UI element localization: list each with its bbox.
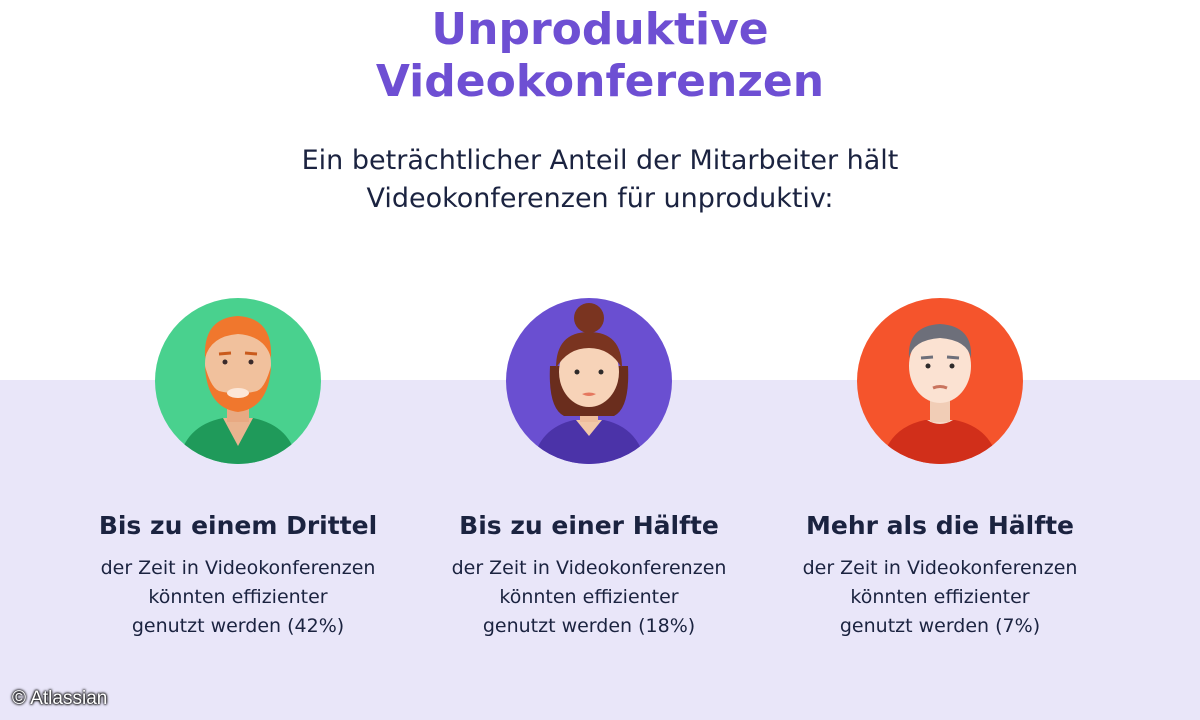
- title-line-2: Videokonferenzen: [375, 56, 825, 107]
- stat-column-2: Bis zu einer Hälfte der Zeit in Videokon…: [419, 296, 759, 641]
- stat-description-line: der Zeit in Videokonferenzen: [100, 557, 376, 579]
- stat-description-line: genutzt werden (7%): [839, 615, 1041, 637]
- subtitle-line-1: Ein beträchtlicher Anteil der Mitarbeite…: [301, 145, 899, 176]
- stat-heading: Mehr als die Hälfte: [806, 511, 1074, 540]
- stat-heading: Bis zu einem Drittel: [98, 511, 378, 540]
- title-line-1: Unproduktive: [431, 4, 769, 55]
- stat-description-line: der Zeit in Videokonferenzen: [451, 557, 727, 579]
- bearded-man-avatar-icon: [153, 296, 323, 466]
- stat-description-line: genutzt werden (42%): [131, 615, 345, 637]
- woman-avatar-icon: [504, 296, 674, 466]
- stat-description-line: könnten effizienter: [850, 586, 1030, 608]
- stat-heading: Bis zu einer Hälfte: [459, 511, 719, 540]
- stat-description-line: der Zeit in Videokonferenzen: [802, 557, 1078, 579]
- stat-description-line: könnten effizienter: [148, 586, 328, 608]
- copyright-credit: © Atlassian: [12, 688, 108, 709]
- stat-description: der Zeit in Videokonferenzen könnten eff…: [770, 554, 1110, 641]
- man-avatar-icon: [855, 296, 1025, 466]
- stat-description: der Zeit in Videokonferenzen könnten eff…: [68, 554, 408, 641]
- page-subtitle: Ein beträchtlicher Anteil der Mitarbeite…: [0, 142, 1200, 218]
- stat-column-1: Bis zu einem Drittel der Zeit in Videoko…: [68, 296, 408, 641]
- stat-description-line: könnten effizienter: [499, 586, 679, 608]
- subtitle-line-2: Videokonferenzen für unproduktiv:: [366, 183, 834, 214]
- stat-column-3: Mehr als die Hälfte der Zeit in Videokon…: [770, 296, 1110, 641]
- stat-description-line: genutzt werden (18%): [482, 615, 696, 637]
- stat-description: der Zeit in Videokonferenzen könnten eff…: [419, 554, 759, 641]
- page-title: Unproduktive Videokonferenzen: [0, 4, 1200, 108]
